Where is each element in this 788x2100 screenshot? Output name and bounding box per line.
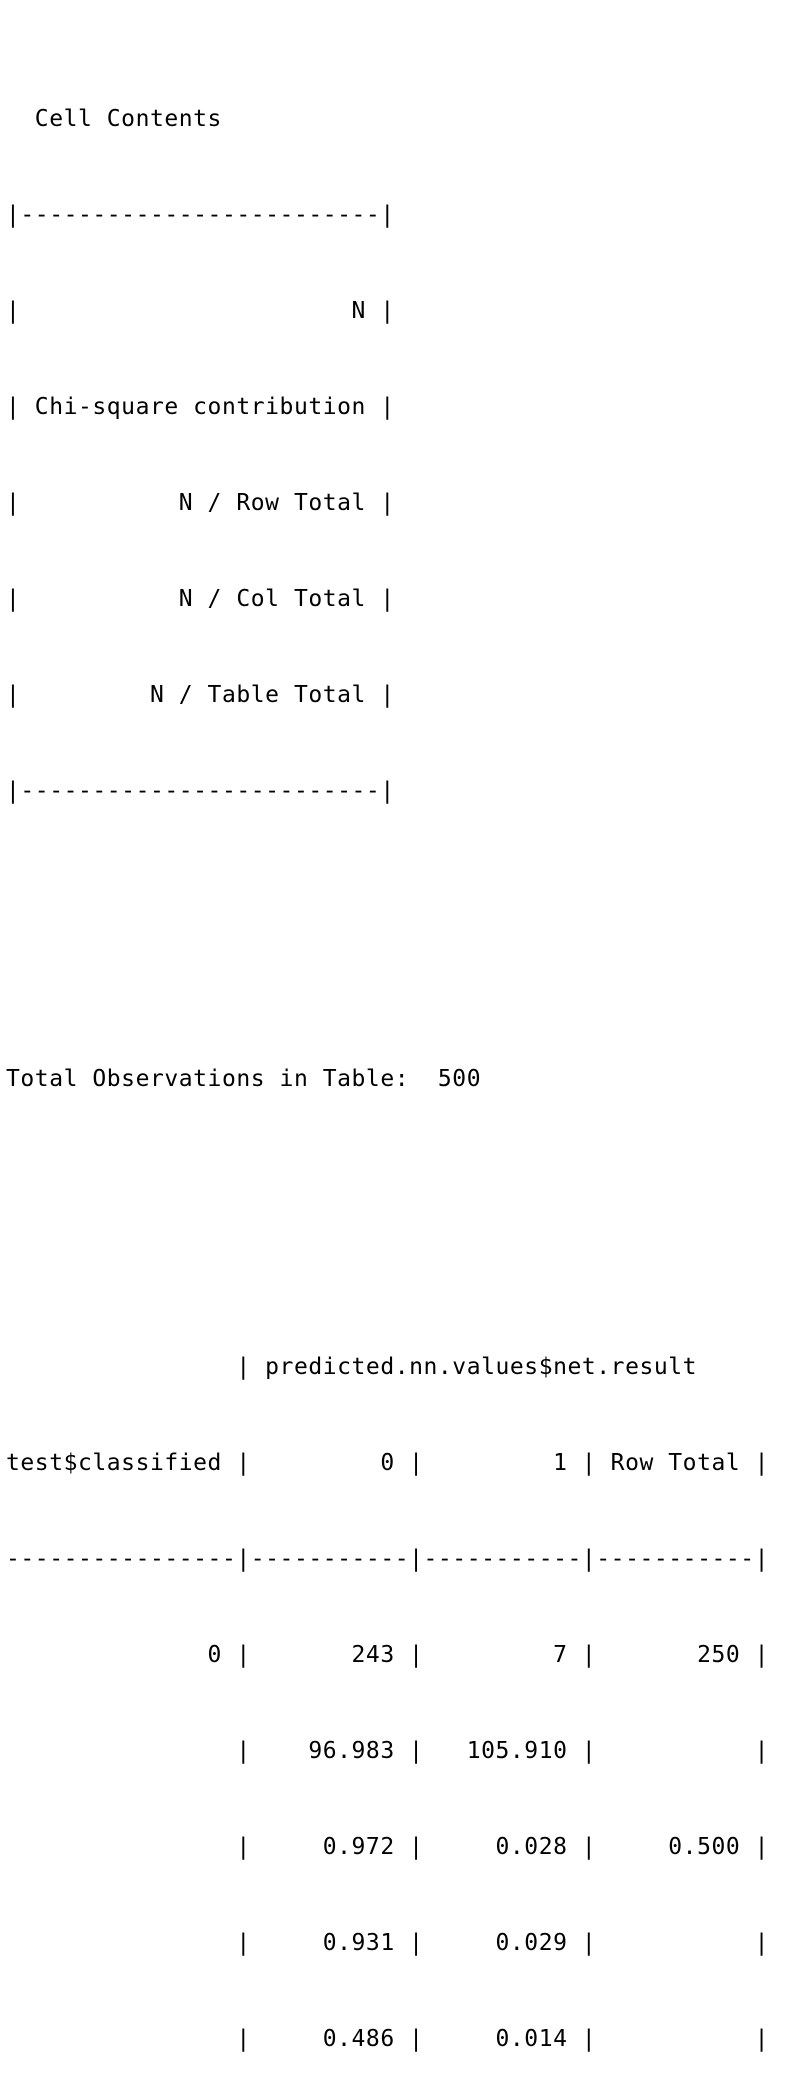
blank-line [6, 871, 769, 903]
legend-row-chi-square: | Chi-square contribution | [6, 394, 395, 420]
cell-contents-heading: Cell Contents [6, 106, 222, 132]
table-row-0-n: 0 | 243 | 7 | 250 | [6, 1642, 770, 1668]
crosstable-output: Cell Contents |-------------------------… [6, 39, 769, 2100]
table-row-0-table-prop: | 0.486 | 0.014 | | [6, 2026, 770, 2052]
blank-line [6, 1159, 769, 1191]
blank-line [6, 1255, 769, 1287]
legend-border-top: |-------------------------| [6, 202, 395, 228]
blank-line [6, 967, 769, 999]
total-observations: Total Observations in Table: 500 [6, 1066, 482, 1092]
legend-row-table-total: | N / Table Total | [6, 682, 395, 708]
table-row-0-row-prop: | 0.972 | 0.028 | 0.500 | [6, 1834, 770, 1860]
legend-row-row-total: | N / Row Total | [6, 490, 395, 516]
table-header-row: test$classified | 0 | 1 | Row Total | [6, 1450, 770, 1476]
legend-row-n: | N | [6, 298, 395, 324]
legend-row-col-total: | N / Col Total | [6, 586, 395, 612]
legend-border-bottom: |-------------------------| [6, 778, 395, 804]
table-row-0-chi-square: | 96.983 | 105.910 | | [6, 1738, 770, 1764]
table-row-0-col-prop: | 0.931 | 0.029 | | [6, 1930, 770, 1956]
column-variable-header: | predicted.nn.values$net.result [6, 1354, 698, 1380]
table-divider: ----------------|-----------|-----------… [6, 1546, 770, 1572]
